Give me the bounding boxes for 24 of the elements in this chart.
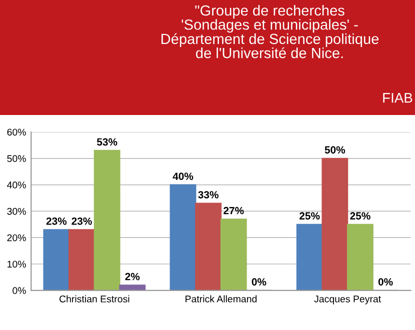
data-label: 25%: [300, 212, 320, 220]
data-label: 25%: [350, 212, 370, 220]
y-tick-label: 50%: [7, 155, 26, 162]
y-tick-label: 40%: [7, 182, 26, 188]
x-tick-label: Patrick Allemand: [186, 295, 257, 302]
y-tick-label: 30%: [7, 208, 26, 215]
data-label: 33%: [198, 191, 218, 198]
data-label: 50%: [324, 146, 346, 154]
y-tick-label: 0%: [12, 287, 26, 294]
chart-title: "Groupe de recherches 'Sondages et municipales' - Département de Science politique de l'Université de Nice.: [162, 4, 379, 58]
data-label: 0%: [378, 278, 393, 286]
x-tick-label: Jacques Peyrat: [314, 296, 381, 304]
data-label: 53%: [96, 138, 118, 146]
data-label: 2%: [125, 272, 140, 280]
x-tick-label: Christian Estrosi: [60, 295, 130, 302]
data-label: 40%: [172, 172, 194, 180]
text: FIAB: [383, 93, 412, 103]
y-tick-label: 10%: [8, 260, 26, 268]
data-label: 27%: [224, 206, 244, 214]
data-label: 23%: [72, 217, 92, 225]
y-tick-label: 20%: [7, 234, 26, 242]
data-label: 23%: [46, 217, 67, 225]
y-tick-label: 60%: [7, 128, 26, 136]
data-label: 0%: [252, 278, 266, 286]
